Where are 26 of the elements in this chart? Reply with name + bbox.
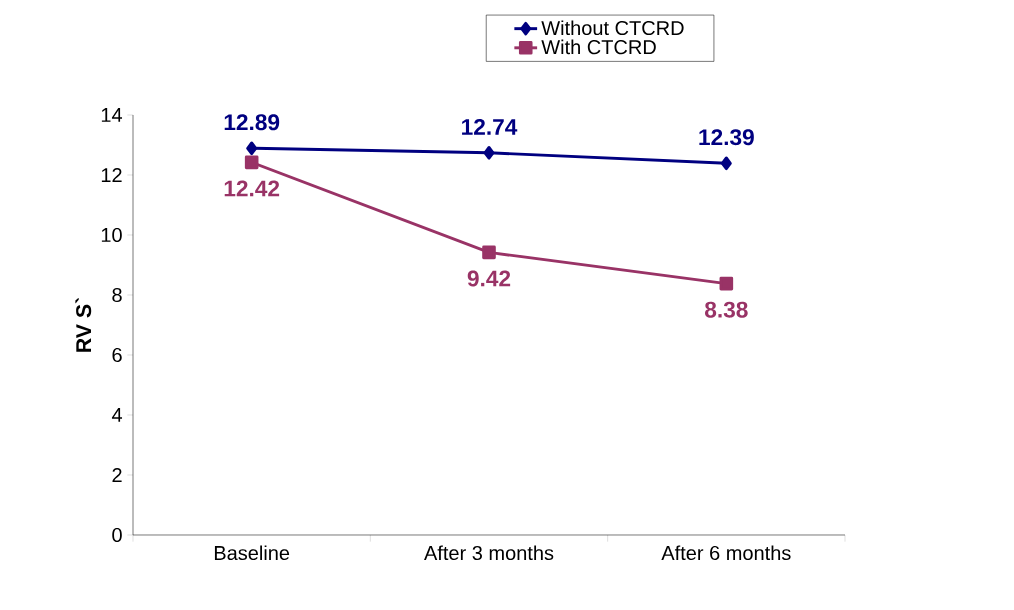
data-label: 8.38 <box>704 301 748 318</box>
y-axis-title: RV S` <box>75 297 92 352</box>
y-tick-label: 6 <box>112 347 122 363</box>
point <box>720 156 732 171</box>
x-tick-label: Baseline <box>214 545 290 561</box>
legend-label: Without CTCRD <box>541 20 684 36</box>
y-tick-label: 10 <box>101 227 122 243</box>
point <box>483 145 495 160</box>
data-label: 12.89 <box>224 114 280 131</box>
x-tick-label: After 3 months <box>424 545 554 561</box>
x-tick-label: After 6 months <box>661 545 791 561</box>
legend-label: With CTCRD <box>541 39 656 55</box>
point <box>482 245 496 260</box>
data-label: 9.42 <box>467 270 511 287</box>
y-tick-label: 4 <box>111 408 123 422</box>
y-tick-label: 12 <box>101 168 122 182</box>
point <box>244 155 259 170</box>
point <box>246 141 258 156</box>
data-label: 12.39 <box>699 129 754 146</box>
y-tick-label: 0 <box>112 527 122 543</box>
y-tick-label: 14 <box>101 108 123 122</box>
y-tick-label: 2 <box>112 468 122 482</box>
y-tick-label: 8 <box>112 287 122 303</box>
point <box>719 276 734 291</box>
data-label: 12.74 <box>462 118 518 135</box>
data-label: 12.42 <box>224 180 280 197</box>
